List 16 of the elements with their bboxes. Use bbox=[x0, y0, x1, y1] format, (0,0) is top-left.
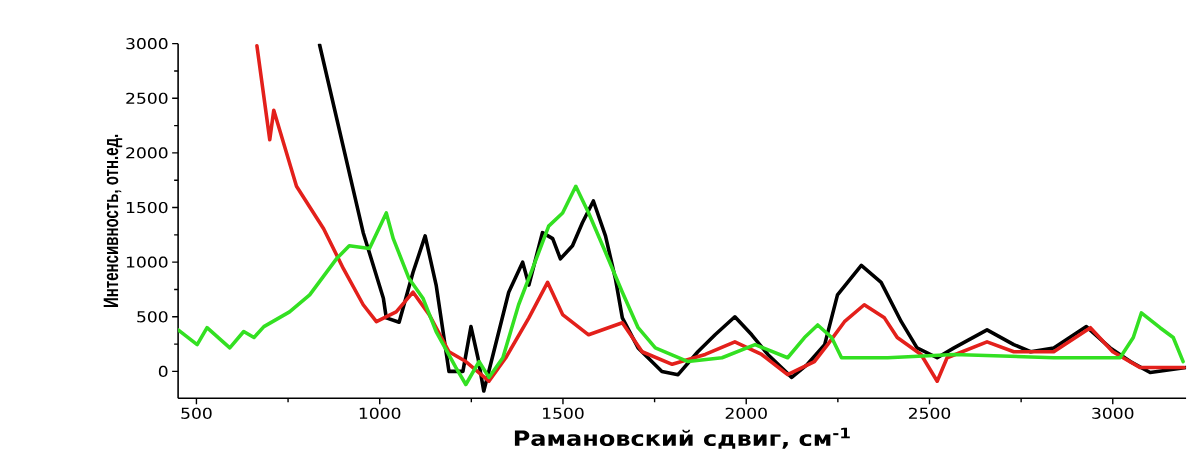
x-tick-label: 2000 bbox=[725, 407, 767, 419]
x-tick-label: 2500 bbox=[908, 407, 951, 419]
line-series bbox=[178, 184, 1185, 387]
y-axis-title: Интенсивность, отн.ед. bbox=[103, 134, 123, 307]
y-tick-label: 1500 bbox=[126, 201, 168, 214]
x-tick-label: 500 bbox=[181, 407, 212, 419]
y-tick-label: 2500 bbox=[126, 92, 168, 104]
y-tick-label: 2000 bbox=[126, 147, 168, 159]
x-tick-label: 1500 bbox=[543, 407, 584, 419]
y-tick-label: 0 bbox=[158, 365, 168, 377]
x-tick-label: 3000 bbox=[1092, 407, 1134, 419]
x-tick-label: 1000 bbox=[359, 407, 401, 419]
y-tick-label: 500 bbox=[137, 311, 168, 323]
x-axis-title: Рамановский сдвиг, см$^{-1}$ bbox=[514, 427, 850, 449]
y-tick-label: 1000 bbox=[126, 256, 168, 268]
y-tick-label: 3000 bbox=[126, 37, 168, 50]
